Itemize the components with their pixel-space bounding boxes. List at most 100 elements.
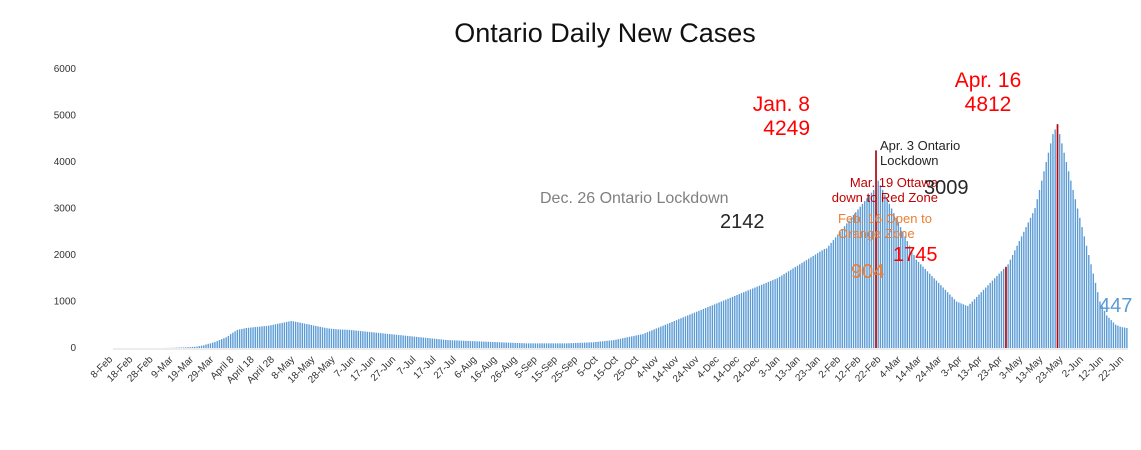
case-bar	[362, 331, 364, 348]
case-bar	[389, 334, 391, 348]
case-bar	[707, 307, 709, 348]
case-bar	[476, 341, 478, 348]
case-bar	[897, 222, 900, 348]
case-bar	[449, 340, 451, 348]
case-bar	[660, 326, 662, 348]
case-bar	[597, 341, 599, 348]
case-bar	[355, 330, 357, 348]
annotation-line: 4249	[763, 116, 810, 140]
case-bar	[868, 195, 870, 348]
case-bar	[622, 338, 624, 348]
case-bar	[855, 212, 857, 348]
case-bar	[507, 342, 510, 348]
case-bar	[272, 324, 274, 348]
annotation-line: Lockdown	[880, 152, 939, 168]
case-bar	[718, 302, 720, 348]
case-bar	[805, 260, 808, 348]
case-bar	[245, 328, 248, 348]
case-bar	[182, 347, 185, 348]
case-bar	[350, 330, 353, 348]
case-bar	[1126, 328, 1128, 348]
case-bar	[440, 339, 442, 348]
case-bar	[877, 180, 879, 348]
case-bar	[442, 339, 445, 348]
case-bar	[747, 290, 749, 348]
case-bar	[933, 278, 935, 348]
case-bar	[288, 321, 290, 348]
case-bar	[937, 282, 940, 348]
case-bar	[619, 338, 622, 348]
case-bar	[261, 326, 263, 348]
y-tick-label: 2000	[54, 250, 77, 261]
case-bar	[946, 292, 949, 348]
case-bar	[778, 276, 781, 348]
annotation-line: 1745	[893, 244, 938, 266]
x-axis-ticks: 8-Feb18-Feb28-Feb9-Mar19-Mar29-MarApril …	[89, 354, 1126, 386]
case-bar	[765, 282, 767, 348]
case-bar	[684, 316, 687, 348]
case-bar	[241, 328, 243, 348]
case-bar	[886, 199, 888, 348]
case-bar	[980, 292, 982, 348]
case-bar	[335, 329, 337, 348]
case-bar	[494, 342, 496, 348]
case-bar	[250, 327, 252, 348]
case-bar	[534, 343, 537, 348]
case-bar	[687, 315, 689, 348]
case-bar	[521, 343, 523, 348]
case-bar	[657, 327, 660, 348]
case-bar	[769, 281, 772, 348]
case-bar	[588, 342, 590, 348]
case-bar	[276, 323, 279, 348]
case-bar	[465, 340, 467, 348]
case-bar	[328, 328, 330, 348]
case-bar	[290, 321, 292, 348]
case-bar	[998, 273, 1000, 348]
case-bar	[297, 322, 299, 348]
case-bar	[456, 340, 458, 348]
case-bar	[438, 339, 440, 348]
annotation-10: 447	[1099, 295, 1132, 317]
case-bar	[637, 334, 640, 348]
case-bar	[220, 339, 223, 348]
annotation-6: 1745	[893, 244, 938, 266]
case-bar	[180, 347, 183, 348]
case-bar	[846, 223, 848, 348]
case-bar	[922, 266, 924, 348]
case-bar	[256, 326, 259, 348]
case-bar	[985, 287, 987, 348]
case-bar	[429, 338, 431, 348]
case-bar	[722, 300, 725, 348]
case-bar	[964, 305, 967, 348]
case-bar	[978, 294, 980, 348]
case-bar	[904, 236, 906, 348]
case-bar	[617, 339, 619, 348]
case-bar	[799, 264, 801, 348]
case-bar	[315, 325, 317, 348]
y-tick-label: 0	[70, 343, 76, 354]
case-bar	[884, 194, 886, 348]
case-bar	[601, 341, 604, 348]
x-tick-label: 27-Jul	[432, 354, 459, 381]
case-bar	[790, 269, 792, 348]
case-bar	[281, 322, 283, 348]
case-bar	[333, 328, 335, 348]
case-bar	[1097, 292, 1099, 348]
case-bar	[908, 245, 911, 348]
case-bar	[292, 321, 295, 348]
case-bar	[834, 237, 837, 348]
y-tick-label: 3000	[54, 204, 77, 215]
case-bar	[418, 337, 420, 348]
case-bar	[740, 293, 743, 348]
annotation-line: Apr. 3 Ontario	[880, 138, 961, 153]
case-bar	[485, 341, 487, 348]
case-bar	[592, 342, 595, 348]
case-bar	[857, 209, 859, 348]
annotation-line: Apr. 16	[954, 69, 1022, 92]
case-bar	[1070, 180, 1072, 348]
case-bar	[203, 345, 205, 348]
case-bar	[1076, 208, 1079, 348]
case-bar	[895, 217, 897, 348]
case-bar	[382, 333, 384, 348]
case-bar	[581, 342, 584, 348]
